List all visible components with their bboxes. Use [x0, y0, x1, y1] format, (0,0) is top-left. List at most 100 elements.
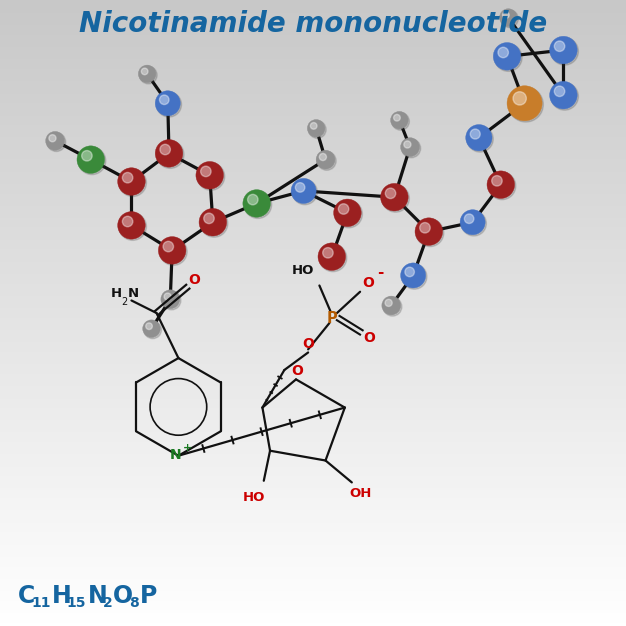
Circle shape [402, 264, 427, 289]
Circle shape [385, 299, 392, 306]
Circle shape [319, 153, 327, 160]
Circle shape [46, 131, 64, 150]
Circle shape [160, 238, 187, 265]
Circle shape [464, 214, 474, 223]
Circle shape [508, 87, 543, 122]
Circle shape [119, 169, 146, 197]
Circle shape [49, 135, 56, 142]
Circle shape [163, 241, 173, 252]
Circle shape [309, 121, 326, 138]
Text: 2: 2 [121, 297, 127, 307]
Circle shape [164, 293, 172, 300]
Circle shape [401, 263, 426, 288]
Circle shape [402, 139, 421, 158]
Circle shape [310, 123, 317, 129]
Text: 11: 11 [31, 596, 51, 610]
Circle shape [118, 212, 145, 239]
Circle shape [161, 290, 180, 309]
Circle shape [416, 219, 444, 247]
Text: HO: HO [292, 264, 314, 277]
Circle shape [405, 267, 414, 277]
Circle shape [461, 211, 486, 236]
Circle shape [200, 166, 211, 177]
Circle shape [122, 216, 133, 227]
Circle shape [156, 92, 182, 117]
Text: P: P [327, 310, 337, 326]
Circle shape [498, 47, 508, 58]
Circle shape [47, 133, 66, 151]
Circle shape [81, 150, 92, 161]
Circle shape [383, 297, 402, 316]
Circle shape [467, 126, 493, 152]
Circle shape [138, 65, 156, 83]
Circle shape [244, 191, 272, 218]
Circle shape [338, 203, 349, 214]
Circle shape [507, 86, 542, 121]
Text: +: + [183, 443, 192, 453]
Circle shape [334, 199, 361, 227]
Text: O: O [362, 276, 374, 290]
Text: O: O [302, 337, 314, 351]
Circle shape [155, 140, 183, 167]
Circle shape [319, 244, 347, 272]
Circle shape [141, 68, 148, 74]
Circle shape [500, 9, 517, 26]
Circle shape [385, 188, 396, 198]
Text: 2: 2 [103, 596, 113, 610]
Circle shape [513, 92, 526, 105]
Circle shape [292, 180, 317, 205]
Circle shape [335, 200, 362, 228]
Circle shape [160, 144, 170, 155]
Circle shape [554, 86, 565, 96]
Circle shape [243, 190, 270, 217]
Text: -: - [377, 265, 384, 280]
Circle shape [460, 210, 485, 235]
Circle shape [488, 172, 516, 200]
Text: 15: 15 [66, 596, 86, 610]
Circle shape [316, 150, 335, 169]
Text: N: N [170, 448, 182, 462]
Circle shape [144, 321, 162, 339]
Circle shape [199, 208, 227, 236]
Circle shape [197, 163, 225, 190]
Circle shape [200, 210, 228, 237]
Circle shape [466, 125, 492, 151]
Circle shape [295, 183, 305, 192]
Circle shape [291, 178, 316, 203]
Text: O: O [364, 331, 376, 345]
Text: Nicotinamide mononucleotide: Nicotinamide mononucleotide [79, 10, 547, 38]
Text: O: O [113, 584, 133, 608]
Circle shape [203, 213, 214, 223]
Text: H: H [52, 584, 72, 608]
Circle shape [554, 41, 565, 51]
Circle shape [550, 36, 577, 64]
Circle shape [491, 175, 502, 186]
Circle shape [77, 146, 105, 173]
Circle shape [401, 138, 419, 156]
Circle shape [404, 141, 411, 148]
Circle shape [493, 43, 521, 70]
Circle shape [155, 91, 180, 116]
Circle shape [158, 237, 186, 264]
Circle shape [162, 291, 181, 310]
Text: C: C [18, 584, 35, 608]
Circle shape [487, 171, 515, 198]
Text: P: P [140, 584, 157, 608]
Circle shape [118, 168, 145, 195]
Text: H: H [111, 287, 122, 300]
Circle shape [392, 113, 409, 130]
Circle shape [146, 323, 152, 329]
Circle shape [122, 172, 133, 183]
Circle shape [391, 111, 408, 129]
Circle shape [78, 147, 106, 175]
Circle shape [415, 218, 443, 245]
Circle shape [495, 44, 522, 71]
Text: O: O [291, 364, 303, 377]
Text: N: N [128, 287, 139, 300]
Circle shape [317, 151, 336, 170]
Circle shape [551, 38, 578, 65]
Circle shape [382, 185, 409, 212]
Circle shape [503, 12, 509, 18]
Circle shape [381, 183, 408, 211]
Circle shape [119, 213, 146, 240]
